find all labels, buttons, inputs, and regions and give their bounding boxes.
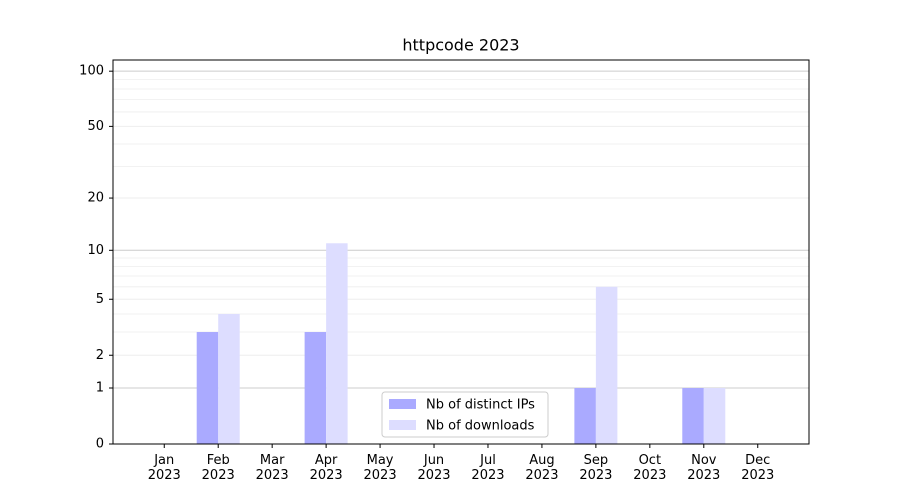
bar — [196, 332, 219, 444]
x-tick-label: Aug 2023 — [525, 453, 559, 483]
y-tick-label: 10 — [87, 243, 104, 258]
bar — [304, 332, 327, 444]
legend-label: Nb of downloads — [426, 419, 535, 434]
x-tick-label: Mar 2023 — [255, 453, 289, 483]
bar — [218, 313, 240, 444]
bar — [682, 388, 704, 444]
y-tick-label: 5 — [96, 292, 104, 307]
x-tick-label: Sep 2023 — [579, 453, 613, 483]
bar — [703, 388, 726, 444]
legend-swatch — [389, 399, 416, 409]
x-tick-label: Oct 2023 — [633, 453, 667, 483]
bar — [595, 286, 618, 444]
x-tick-label: Apr 2023 — [309, 453, 343, 483]
y-tick-label: 0 — [96, 437, 104, 452]
chart-title: httpcode 2023 — [402, 36, 519, 55]
x-tick-label: Jul 2023 — [471, 453, 505, 483]
bar — [326, 243, 348, 444]
x-tick-label: Dec 2023 — [741, 453, 775, 483]
y-tick-label: 2 — [96, 348, 104, 363]
legend-swatch — [389, 420, 416, 430]
x-tick-label: Jun 2023 — [417, 453, 451, 483]
bar — [574, 388, 596, 444]
x-tick-label: Jan 2023 — [147, 453, 181, 483]
legend-box — [381, 391, 549, 438]
x-tick-label: Nov 2023 — [687, 453, 721, 483]
x-tick-label: Feb 2023 — [201, 453, 235, 483]
y-tick-label: 100 — [79, 64, 104, 79]
y-tick-label: 20 — [87, 191, 104, 206]
legend-label: Nb of distinct IPs — [426, 398, 535, 413]
plot-frame — [112, 59, 810, 445]
legend: Nb of distinct IPs Nb of downloads — [381, 391, 549, 438]
x-tick-label: May 2023 — [363, 453, 397, 483]
y-tick-label: 1 — [96, 381, 104, 396]
y-tick-label: 50 — [87, 119, 104, 134]
